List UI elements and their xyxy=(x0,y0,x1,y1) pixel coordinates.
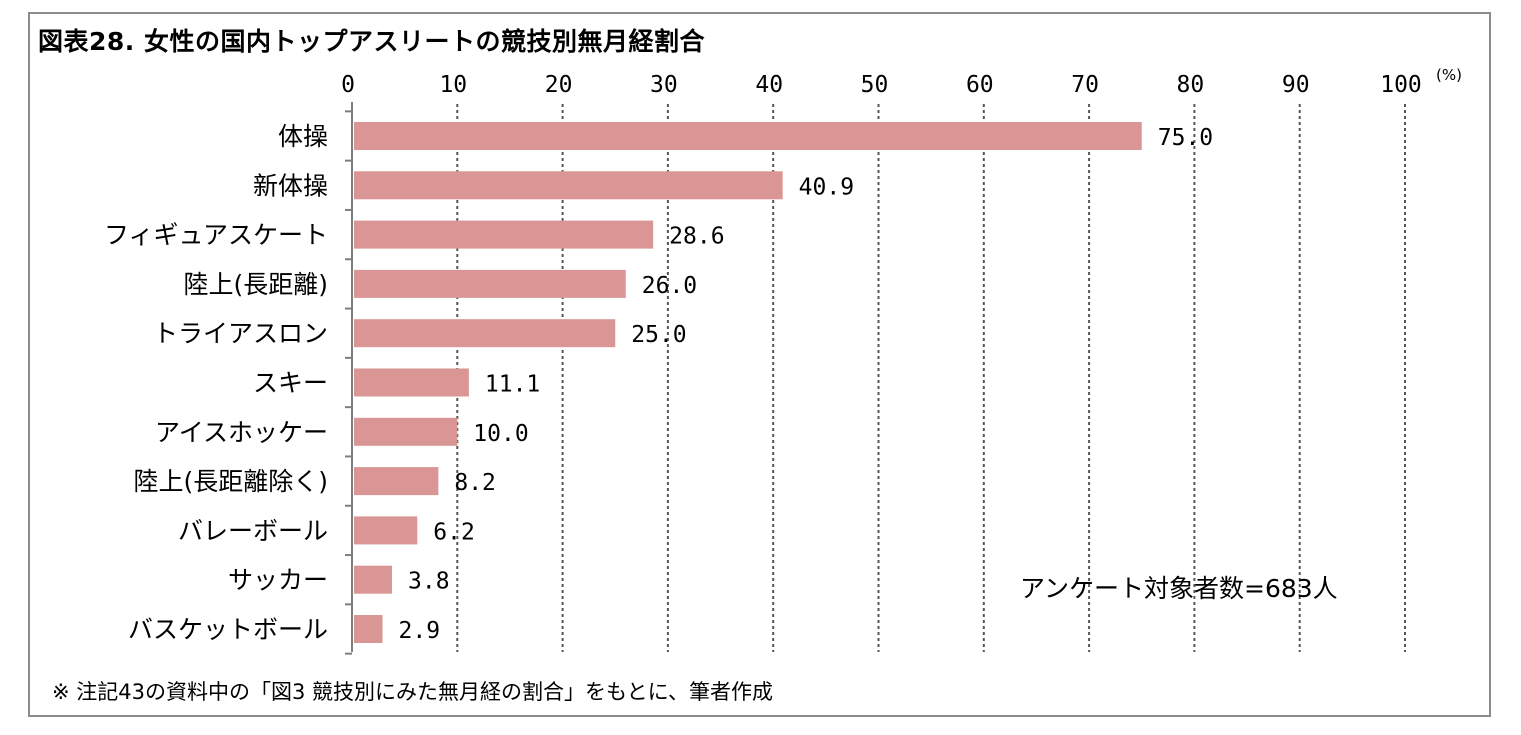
bars xyxy=(354,122,1142,643)
bar xyxy=(354,417,458,446)
x-tick-label: 0 xyxy=(341,72,355,98)
value-label: 75.0 xyxy=(1158,125,1213,151)
value-label: 10.0 xyxy=(473,421,528,447)
value-label: 25.0 xyxy=(631,322,686,348)
category-label: 陸上(長距離除く) xyxy=(133,467,328,496)
x-tick-label: 90 xyxy=(1282,72,1310,98)
value-label: 28.6 xyxy=(669,224,724,250)
x-tick-label: 20 xyxy=(545,72,573,98)
bar xyxy=(354,269,626,298)
x-tick-labels: 0 10 20 30 40 50 60 70 80 90 100 xyxy=(341,72,1422,98)
value-label: 26.0 xyxy=(642,273,697,299)
bar xyxy=(354,565,393,594)
x-tick-label: 10 xyxy=(439,72,467,98)
bar xyxy=(354,220,654,249)
sample-size-annotation: アンケート対象者数=683人 xyxy=(1020,574,1338,603)
bar xyxy=(354,516,418,545)
bar xyxy=(354,615,383,643)
x-tick-label: 40 xyxy=(755,72,783,98)
value-labels: 75.0 40.9 28.6 26.0 25.0 11.1 10.0 8.2 6.2 3.8 2.9 xyxy=(399,125,1214,644)
category-label: トライアスロン xyxy=(153,319,328,348)
category-label: サッカー xyxy=(228,566,328,595)
x-tick-label: 80 xyxy=(1177,72,1205,98)
x-tick-label: 30 xyxy=(650,72,678,98)
bar xyxy=(354,368,469,397)
category-label: 体操 xyxy=(278,122,328,151)
bar xyxy=(354,122,1142,150)
grid-lines xyxy=(456,104,1406,652)
category-label: フィギュアスケート xyxy=(104,221,328,250)
category-label: スキー xyxy=(253,369,328,398)
bar xyxy=(354,171,783,200)
bar xyxy=(354,319,616,348)
category-label: バレーボール xyxy=(178,516,328,545)
x-tick-label: 100 xyxy=(1380,72,1422,98)
source-note: ※ 注記43の資料中の「図3 競技別にみた無月経の割合」をもとに、筆者作成 xyxy=(52,680,773,704)
x-tick-label: 70 xyxy=(1071,72,1099,98)
category-label: アイスホッケー xyxy=(155,418,328,447)
category-label: 陸上(長距離) xyxy=(183,270,328,299)
value-label: 3.8 xyxy=(408,569,450,595)
y-axis xyxy=(345,102,353,655)
value-label: 40.9 xyxy=(799,174,854,200)
value-label: 8.2 xyxy=(454,470,496,496)
x-tick-label: 60 xyxy=(966,72,994,98)
value-label: 6.2 xyxy=(433,519,475,545)
x-tick-label: 50 xyxy=(861,72,889,98)
value-label: 11.1 xyxy=(485,372,540,398)
category-label: バスケットボール xyxy=(128,615,328,644)
value-label: 2.9 xyxy=(399,618,441,644)
bar xyxy=(354,467,439,496)
x-unit-label: (%) xyxy=(1436,66,1462,84)
category-label: 新体操 xyxy=(253,171,328,200)
chart-title: 図表28. 女性の国内トップアスリートの競技別無月経割合 xyxy=(38,27,705,56)
